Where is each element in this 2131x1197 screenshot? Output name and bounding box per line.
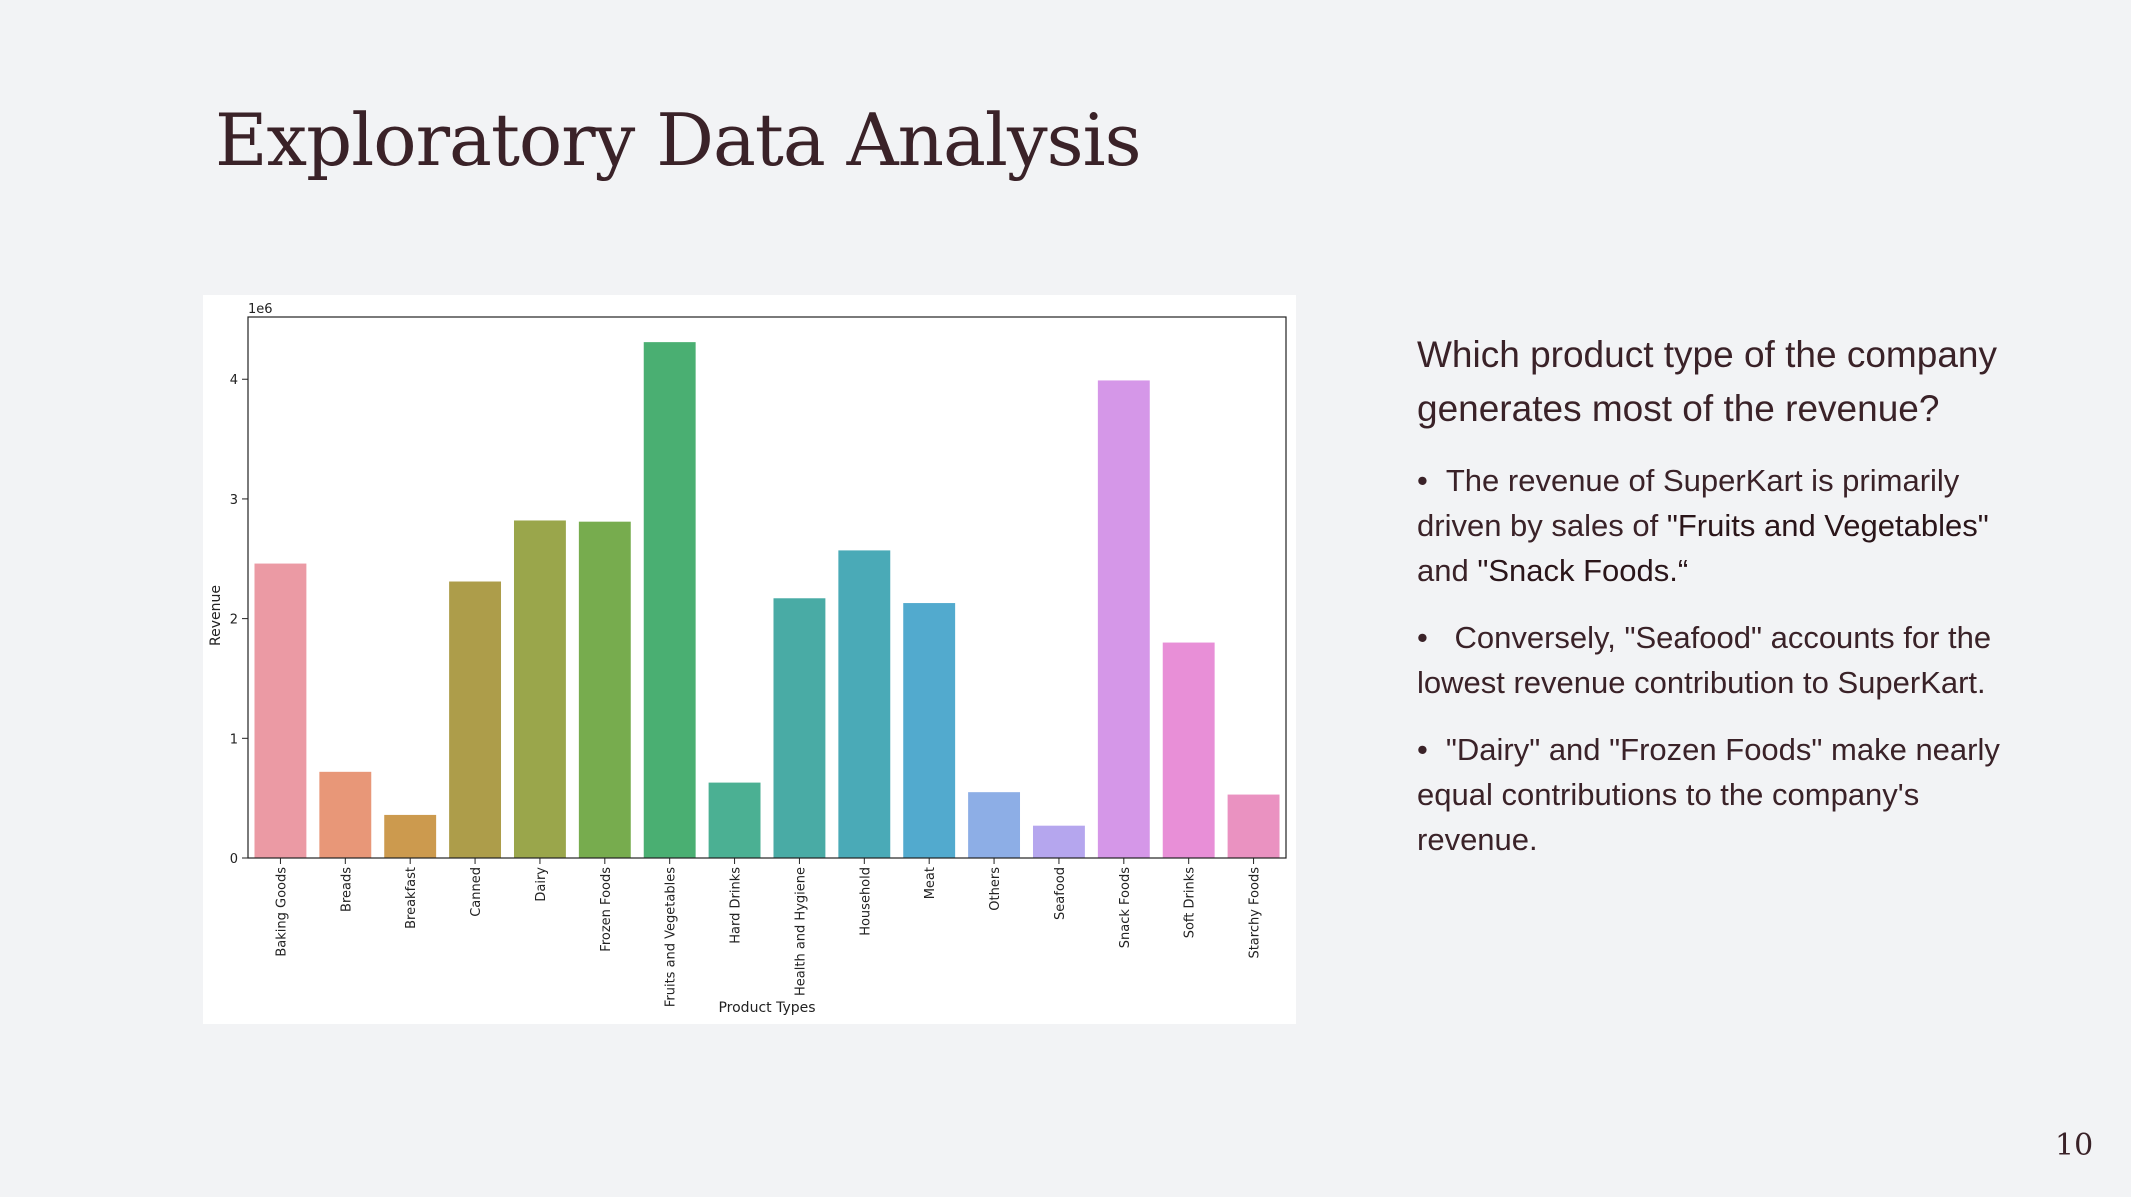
bullet-3-text: "Dairy" and "Frozen Foods" make nearly e… [1417, 732, 2000, 857]
y-tick-label-2: 2 [230, 613, 238, 628]
bullet-marker: • [1417, 732, 1428, 767]
y-axis-label: Revenue [208, 585, 224, 646]
x-tick-label-0: Baking Goods [274, 867, 289, 957]
bar-15 [1227, 794, 1280, 858]
bar-2 [384, 814, 437, 858]
x-tick-label-2: Breakfast [404, 867, 419, 929]
x-tick-label-8: Health and Hygiene [793, 867, 808, 996]
x-tick-label-1: Breads [339, 867, 354, 912]
x-tick-label-15: Starchy Foods [1248, 867, 1263, 959]
bar-7 [708, 782, 761, 858]
question-heading: Which product type of the company genera… [1417, 334, 1997, 429]
x-tick-label-10: Meat [923, 867, 938, 899]
x-tick-label-6: Fruits and Vegetables [664, 867, 679, 1007]
x-tick-label-11: Others [988, 867, 1003, 911]
bar-14 [1162, 642, 1215, 858]
bullet-2: • Conversely, "Seafood" accounts for the… [1417, 615, 2017, 705]
bullet-marker: • [1417, 620, 1428, 655]
bar-8 [773, 598, 826, 858]
x-tick-label-4: Dairy [534, 867, 549, 902]
bullet-1-emph-fruits: "Fruits and Vegetables" [1666, 508, 1989, 543]
revenue-bar-chart: 0 1 2 3 4 1e6 Baking Goods Breads Breakfast Canne… [203, 295, 1296, 1024]
bullet-1-text-b: and [1417, 553, 1478, 588]
text-panel: Which product type of the company genera… [1417, 328, 2017, 884]
bullet-marker: • [1417, 463, 1428, 498]
x-tick-label-12: Seafood [1053, 867, 1068, 920]
bullet-3: • "Dairy" and "Frozen Foods" make nearly … [1417, 727, 2017, 862]
bar-9 [838, 550, 891, 858]
bullet-2-text: Conversely, "Seafood" accounts for the l… [1417, 620, 1992, 700]
y-tick-label-1: 1 [230, 732, 238, 747]
bullet-1-text-a: The revenue of SuperKart is primarily dr… [1417, 463, 1960, 543]
bar-6 [643, 342, 696, 858]
x-axis-label: Product Types [718, 1000, 815, 1016]
bar-11 [968, 792, 1021, 858]
x-tick-label-7: Hard Drinks [729, 867, 744, 944]
x-tick-label-13: Snack Foods [1118, 867, 1133, 948]
bullet-1: • The revenue of SuperKart is primarily d… [1417, 458, 2017, 593]
x-tick-label-3: Canned [469, 867, 484, 917]
bar-5 [578, 521, 631, 858]
bar-4 [513, 520, 566, 858]
bar-13 [1097, 380, 1150, 858]
y-tick-label-3: 3 [230, 493, 238, 508]
x-tick-label-14: Soft Drinks [1183, 867, 1198, 939]
plot-frame [247, 316, 1287, 859]
y-tick-label-4: 4 [230, 373, 238, 388]
chart-svg: 0 1 2 3 4 1e6 Baking Goods Breads Breakfast Canne… [208, 302, 1287, 1016]
x-tick-label-9: Household [858, 867, 873, 936]
slide-title: Exploratory Data Analysis [215, 98, 1142, 182]
bar-12 [1032, 825, 1085, 858]
y-scale-label: 1e6 [248, 302, 273, 317]
bar-1 [319, 771, 372, 858]
y-tick-label-0: 0 [230, 852, 238, 867]
bar-0 [254, 563, 307, 858]
bar-3 [449, 581, 502, 858]
bullet-1-emph-snack: "Snack Foods.“ [1477, 553, 1689, 588]
page-number: 10 [2055, 1128, 2094, 1163]
bar-10 [903, 603, 956, 858]
x-tick-label-5: Frozen Foods [599, 867, 614, 952]
